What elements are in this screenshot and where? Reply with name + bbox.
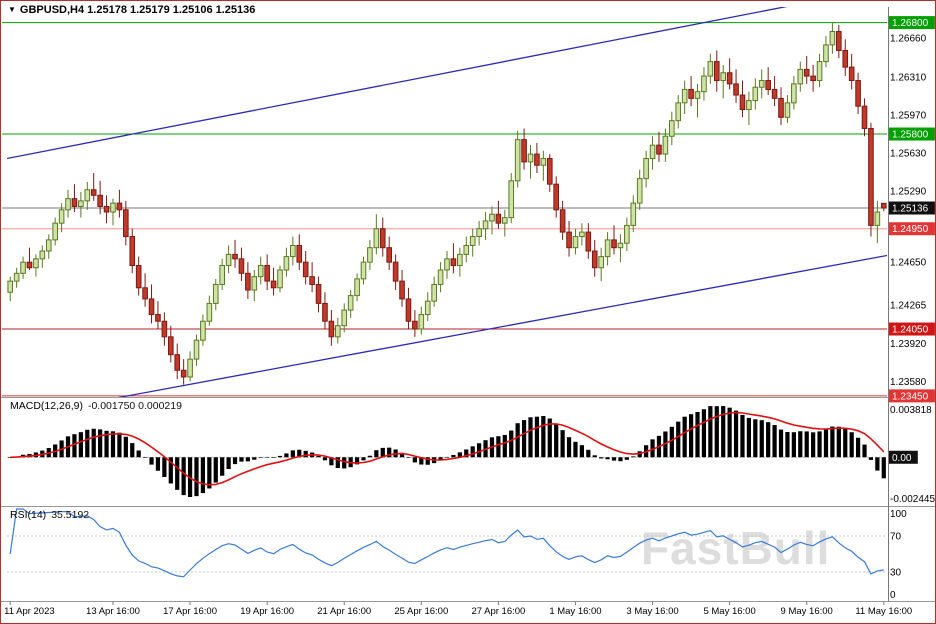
- rsi-value: 35.5192: [51, 509, 90, 521]
- rsi-name: RSI(14): [10, 509, 47, 521]
- ohlc-readout: 1.25178 1.25179 1.25106 1.25136: [87, 4, 256, 16]
- svg-text:1 May 16:00: 1 May 16:00: [549, 606, 601, 617]
- svg-text:0.003818: 0.003818: [890, 405, 932, 416]
- rsi-axis: 100 70 30 0: [890, 509, 907, 601]
- rsi-indicator-label: RSI(14) 35.5192: [10, 509, 89, 521]
- time-axis[interactable]: 11 Apr 2023 13 Apr 16:00 17 Apr 16:00 19 Ap…: [4, 601, 912, 618]
- svg-text:1.25970: 1.25970: [890, 111, 927, 122]
- svg-text:1.24265: 1.24265: [890, 301, 927, 312]
- trend-channel[interactable]: [7, 1, 887, 418]
- svg-text:3 May 16:00: 3 May 16:00: [626, 606, 678, 617]
- watermark: FastBull: [641, 522, 831, 574]
- svg-text:1.26660: 1.26660: [890, 34, 927, 45]
- svg-text:1.26800: 1.26800: [892, 18, 929, 29]
- svg-text:1.25136: 1.25136: [892, 204, 929, 215]
- macd-values: -0.001750 0.000219: [87, 400, 182, 412]
- svg-text:11 May 16:00: 11 May 16:00: [855, 606, 912, 617]
- svg-text:1.23920: 1.23920: [890, 339, 927, 350]
- macd-histogram: [8, 406, 886, 498]
- svg-text:19 Apr 16:00: 19 Apr 16:00: [240, 606, 294, 617]
- horizontal-levels: [2, 22, 887, 397]
- svg-text:25 Apr 16:00: 25 Apr 16:00: [394, 606, 448, 617]
- svg-text:27 Apr 16:00: 27 Apr 16:00: [471, 606, 525, 617]
- svg-text:100: 100: [890, 509, 907, 520]
- svg-text:1.24950: 1.24950: [892, 224, 929, 235]
- price-axis[interactable]: 1.26660 1.26310 1.25970 1.25630 1.25290 1.246…: [889, 16, 935, 403]
- svg-text:13 Apr 16:00: 13 Apr 16:00: [86, 606, 140, 617]
- svg-text:1.26310: 1.26310: [890, 73, 927, 84]
- svg-text:70: 70: [890, 532, 902, 543]
- macd-indicator-label: MACD(12,26,9) -0.001750 0.000219: [10, 400, 182, 412]
- svg-text:17 Apr 16:00: 17 Apr 16:00: [163, 606, 217, 617]
- svg-text:21 Apr 16:00: 21 Apr 16:00: [317, 606, 371, 617]
- svg-text:1.23580: 1.23580: [890, 377, 927, 388]
- svg-text:1.24050: 1.24050: [892, 325, 929, 336]
- svg-text:9 May 16:00: 9 May 16:00: [781, 606, 833, 617]
- svg-text:-0.002445: -0.002445: [890, 494, 935, 505]
- svg-text:30: 30: [890, 568, 902, 579]
- svg-text:11 Apr 2023: 11 Apr 2023: [4, 606, 55, 617]
- symbol-dropdown-icon[interactable]: ▼: [8, 5, 16, 14]
- symbol-timeframe-label: GBPUSD,H4: [19, 4, 85, 16]
- chart-title: ▼ GBPUSD,H4 1.25178 1.25179 1.25106 1.251…: [8, 4, 255, 16]
- svg-text:1.25630: 1.25630: [890, 148, 927, 159]
- macd-name: MACD(12,26,9): [10, 400, 83, 412]
- macd-axis: 0.003818 -0.002445 0.00: [889, 405, 935, 505]
- rsi-line: [9, 508, 884, 578]
- macd-signal-line: [10, 411, 885, 486]
- svg-text:1.25290: 1.25290: [890, 186, 927, 197]
- svg-text:1.25800: 1.25800: [892, 130, 929, 141]
- svg-text:1.24650: 1.24650: [890, 258, 927, 269]
- svg-text:0.00: 0.00: [892, 453, 912, 464]
- svg-text:5 May 16:00: 5 May 16:00: [703, 606, 755, 617]
- candlestick-series: [7, 22, 887, 385]
- svg-text:0: 0: [890, 590, 896, 601]
- svg-text:1.23450: 1.23450: [892, 391, 929, 402]
